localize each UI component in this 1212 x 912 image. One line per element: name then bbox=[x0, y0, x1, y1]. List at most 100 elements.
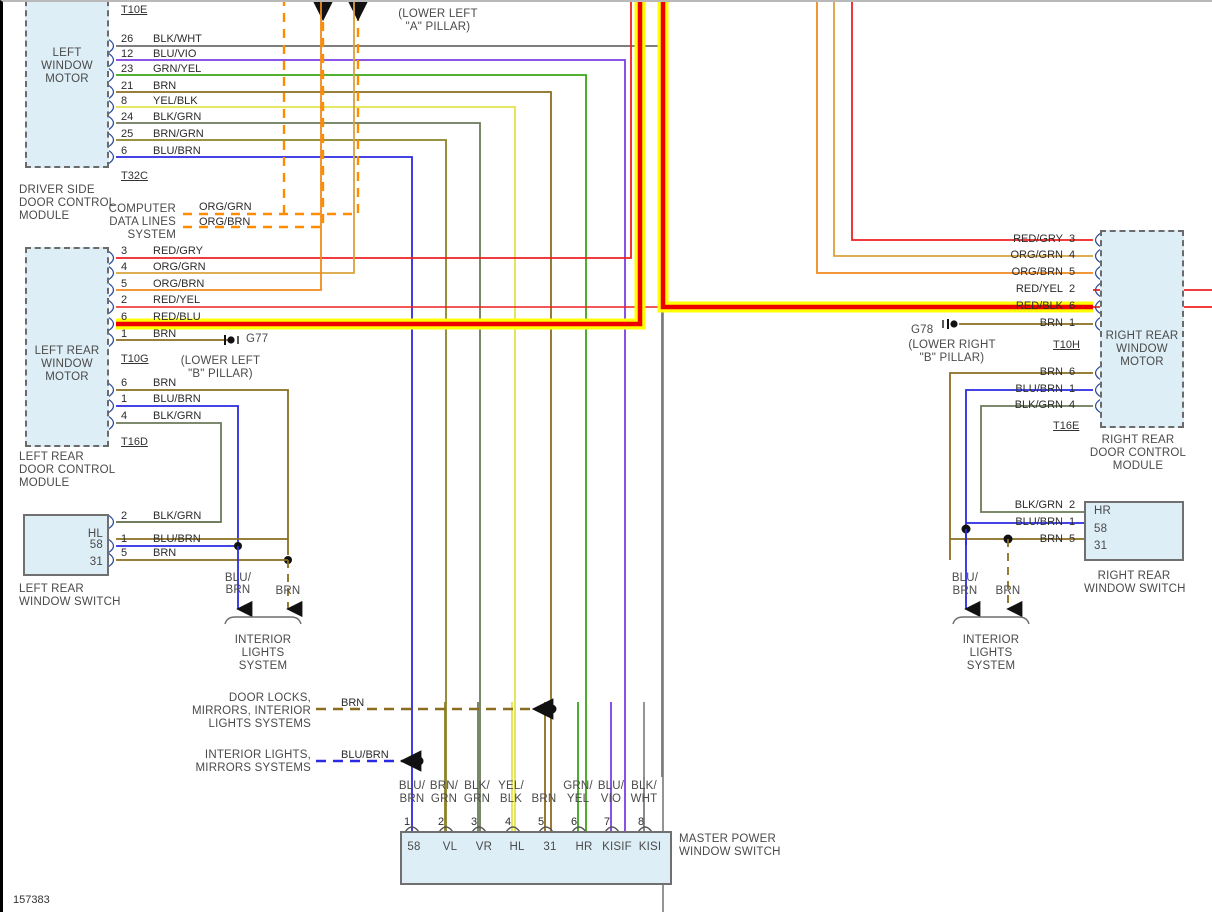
right-rear-motor-pin-arcs bbox=[1094, 232, 1102, 414]
wire-label-blk-grn-rrd: BLK/GRN bbox=[1014, 399, 1063, 411]
int-lights-left-label-3: SYSTEM bbox=[238, 660, 288, 672]
door-locks-label-1: DOOR LOCKS, bbox=[228, 692, 311, 704]
lrsw-terminal-58: 58 bbox=[89, 539, 103, 551]
msw-term-31: 31 bbox=[543, 841, 557, 853]
msw-pin-5: 5 bbox=[537, 816, 545, 828]
wire-yel-blk bbox=[116, 106, 516, 832]
lr-pin-5: 5 bbox=[121, 278, 128, 290]
lrsw-pin-2: 2 bbox=[121, 510, 128, 522]
right-rear-window-switch-box bbox=[1084, 501, 1184, 561]
a-pillar-label-1: (LOWER LEFT bbox=[398, 8, 478, 20]
wire-label-brn-rrsw: BRN bbox=[1039, 533, 1063, 545]
msw-wire-2b: GRN bbox=[430, 793, 458, 805]
msw-caption-1: MASTER POWER bbox=[679, 833, 776, 845]
wire-label-yel-blk: YEL/BLK bbox=[153, 95, 198, 107]
master-power-window-switch-box bbox=[400, 831, 672, 885]
msw-term-vl: VL bbox=[442, 841, 458, 853]
rr-pin-1: 1 bbox=[1069, 317, 1076, 329]
ground-label-g77: G77 bbox=[246, 333, 269, 345]
msw-term-kisif: KISIF bbox=[602, 841, 632, 853]
int-lights-left-label-1: INTERIOR bbox=[234, 634, 292, 646]
right-rear-motor-label-2: WINDOW bbox=[1116, 343, 1168, 355]
wire-blu-vio bbox=[116, 59, 626, 832]
rrd-pin-6: 6 bbox=[1069, 366, 1076, 378]
int-lights-left-wire-2: BRN bbox=[275, 585, 301, 597]
msw-term-hr: HR bbox=[575, 841, 593, 853]
lr-pin-1: 1 bbox=[121, 328, 128, 340]
msw-term-vr: VR bbox=[475, 841, 493, 853]
msw-wire-6b: YEL bbox=[566, 793, 590, 805]
wire-label-red-blk-rr: RED/BLK bbox=[1015, 300, 1063, 312]
lr-pin-6: 6 bbox=[121, 311, 128, 323]
msw-pin-7: 7 bbox=[603, 816, 611, 828]
pin-6: 6 bbox=[121, 145, 128, 157]
rr-pin-5: 5 bbox=[1069, 266, 1076, 278]
wire-red-gry-rr bbox=[851, 2, 1093, 241]
ground-dot-g77 bbox=[227, 336, 235, 344]
rrd-pin-1: 1 bbox=[1069, 383, 1076, 395]
int-lights-right-label-2: LIGHTS bbox=[969, 647, 1013, 659]
junction-dot-doorlocks bbox=[547, 704, 557, 714]
wire-red-blu-core bbox=[116, 2, 643, 327]
msw-term-58: 58 bbox=[407, 841, 421, 853]
wire-brn-master bbox=[116, 91, 552, 832]
rrsw-pin-1: 1 bbox=[1069, 516, 1076, 528]
driver-door-module-caption-2: DOOR CONTROL bbox=[19, 197, 116, 209]
rrd-pin-4: 4 bbox=[1069, 399, 1076, 411]
int-lights-mirrors-label-1: INTERIOR LIGHTS, bbox=[204, 749, 311, 761]
left-rear-motor-label-3: MOTOR bbox=[45, 371, 89, 383]
wire-label-blu-brn-intlights: BLU/BRN bbox=[341, 749, 389, 761]
wire-grn-yel bbox=[116, 74, 587, 832]
wire-label-blk-grn-rrsw: BLK/GRN bbox=[1014, 499, 1063, 511]
msw-wire-2a: BRN/ bbox=[429, 780, 459, 792]
lrd-pin-6: 6 bbox=[121, 377, 128, 389]
wire-label-brn-g77: BRN bbox=[153, 328, 177, 340]
rrsw-caption-2: WINDOW SWITCH bbox=[1084, 583, 1186, 595]
msw-term-hl: HL bbox=[509, 841, 525, 853]
left-rear-module-caption-1: LEFT REAR bbox=[19, 451, 84, 463]
pin-26: 26 bbox=[121, 33, 134, 45]
lrd-pin-4: 4 bbox=[121, 410, 128, 422]
lr-pin-4: 4 bbox=[121, 261, 128, 273]
wire-label-blk-grn-lrd: BLK/GRN bbox=[153, 410, 202, 422]
pin-23: 23 bbox=[121, 63, 134, 75]
wire-red-gry-lr bbox=[116, 2, 632, 259]
right-rear-module-caption-2: DOOR CONTROL bbox=[1089, 447, 1187, 459]
ground-dot-g78 bbox=[950, 320, 958, 328]
wire-label-blk-grn-lrsw: BLK/GRN bbox=[153, 510, 202, 522]
wire-org-grn-data bbox=[183, 2, 369, 216]
wire-label-brn-grn: BRN/GRN bbox=[153, 128, 204, 140]
lrsw-caption-1: LEFT REAR bbox=[19, 583, 84, 595]
msw-wire-5b: BRN bbox=[531, 793, 557, 805]
msw-wire-8a: BLK/ bbox=[631, 780, 657, 792]
rrsw-terminal-58: 58 bbox=[1094, 523, 1108, 535]
msw-pin-2: 2 bbox=[437, 816, 445, 828]
wire-org-brn-lr bbox=[116, 2, 322, 291]
wire-blu-brn-rrd bbox=[965, 389, 1093, 545]
wire-blu-brn-lrd bbox=[116, 405, 239, 545]
pin-24: 24 bbox=[121, 111, 134, 123]
wire-label-red-gry: RED/GRY bbox=[153, 245, 203, 257]
wire-label-brn-doorlocks: BRN bbox=[341, 697, 365, 709]
wire-label-red-blu: RED/BLU bbox=[153, 311, 201, 323]
msw-pin-3: 3 bbox=[470, 816, 478, 828]
msw-caption-2: WINDOW SWITCH bbox=[679, 846, 781, 858]
wiring-svg bbox=[56, 2, 1212, 912]
wire-red-blk-core bbox=[660, 2, 1093, 310]
connector-t16e: T16E bbox=[1053, 420, 1080, 432]
msw-wire-7b: VIO bbox=[600, 793, 622, 805]
connector-t32c: T32C bbox=[121, 170, 148, 182]
brace-interior-lights-left bbox=[224, 616, 302, 625]
ground-label-g78: G78 bbox=[911, 324, 934, 336]
left-window-motor-label-1: LEFT bbox=[52, 47, 82, 59]
rrsw-terminal-31: 31 bbox=[1094, 540, 1108, 552]
left-rear-switch-pin-arcs bbox=[107, 514, 115, 568]
msw-wire-3b: GRN bbox=[463, 793, 491, 805]
rrsw-terminal-hr: HR bbox=[1094, 505, 1112, 517]
int-lights-mirrors-label-2: MIRRORS SYSTEMS bbox=[195, 762, 311, 774]
msw-wire-1a: BLU/ bbox=[398, 780, 426, 792]
lrsw-terminal-hl: HL bbox=[87, 528, 103, 540]
computer-data-lines-label-2: DATA LINES bbox=[109, 216, 176, 228]
lr-pin-2: 2 bbox=[121, 294, 128, 306]
rr-pin-3: 3 bbox=[1069, 233, 1076, 245]
